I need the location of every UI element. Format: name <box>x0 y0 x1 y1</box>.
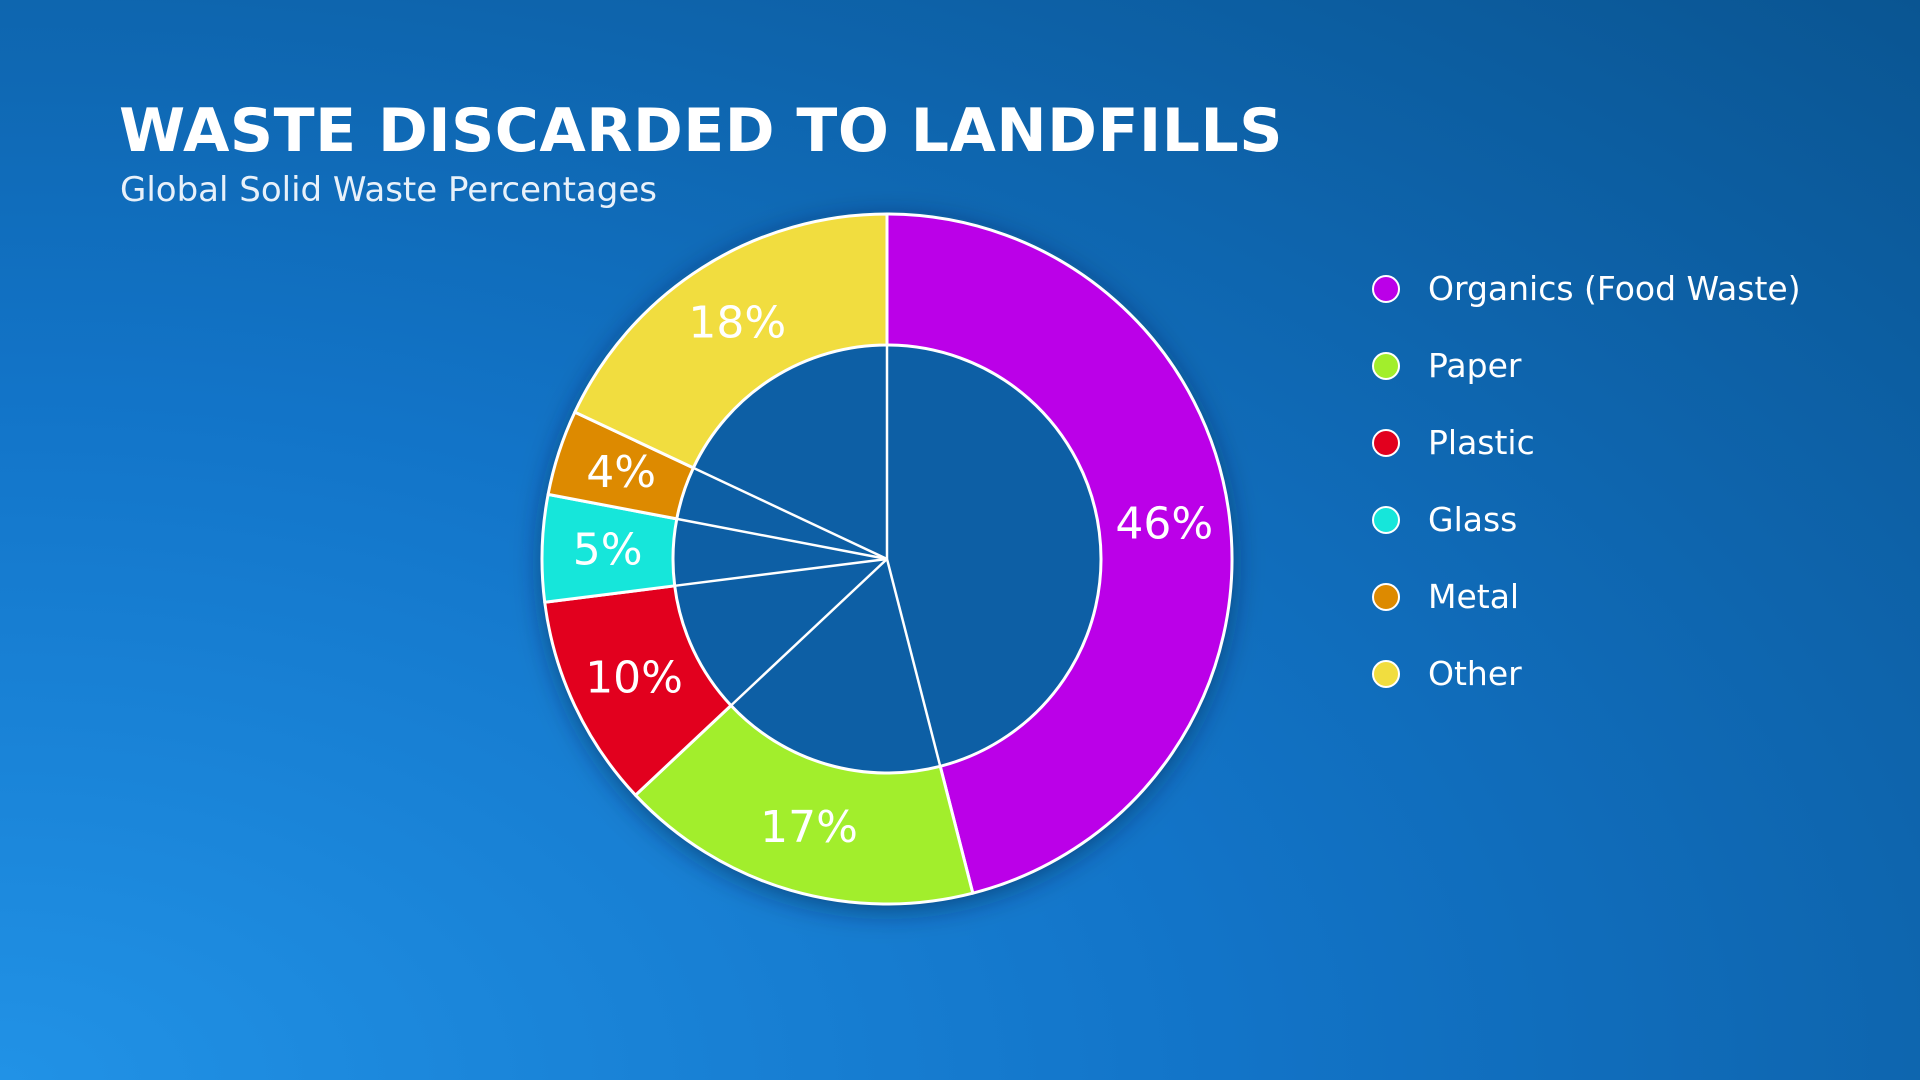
data-label-plastic: 10% <box>585 653 683 704</box>
legend: Organics (Food Waste) Paper Plastic Glas… <box>1372 250 1872 712</box>
legend-swatch <box>1372 351 1400 380</box>
spoke-line <box>692 466 888 561</box>
legend-label: Other <box>1428 654 1522 693</box>
legend-item-organics: Organics (Food Waste) <box>1372 250 1872 327</box>
data-label-glass: 5% <box>573 525 643 576</box>
legend-swatch <box>1372 428 1400 457</box>
legend-swatch <box>1372 659 1400 688</box>
legend-label: Plastic <box>1428 423 1535 462</box>
data-label-other: 18% <box>688 298 786 349</box>
chart-title: WASTE DISCARDED TO LANDFILLS <box>119 96 1283 166</box>
spoke-line <box>885 558 942 767</box>
legend-label: Glass <box>1428 500 1518 539</box>
data-label-metal: 4% <box>586 447 656 498</box>
legend-label: Organics (Food Waste) <box>1428 269 1801 308</box>
legend-swatch <box>1372 274 1400 303</box>
legend-swatch <box>1372 505 1400 534</box>
legend-swatch <box>1372 582 1400 611</box>
data-label-organics-food-waste: 46% <box>1115 498 1213 549</box>
slice-paper <box>634 703 975 906</box>
legend-label: Metal <box>1428 577 1520 616</box>
spoke-line <box>676 517 888 561</box>
chart-subtitle: Global Solid Waste Percentages <box>120 170 657 210</box>
data-label-paper: 17% <box>760 802 858 853</box>
slice-organics-food-waste <box>885 212 1234 895</box>
spoke-line <box>730 558 888 707</box>
slice-other <box>573 212 889 470</box>
legend-item-other: Other <box>1372 635 1872 712</box>
spoke-line <box>674 557 888 588</box>
legend-item-metal: Metal <box>1372 558 1872 635</box>
legend-item-glass: Glass <box>1372 481 1872 558</box>
legend-label: Paper <box>1428 346 1522 385</box>
legend-item-paper: Paper <box>1372 327 1872 404</box>
legend-item-plastic: Plastic <box>1372 404 1872 481</box>
